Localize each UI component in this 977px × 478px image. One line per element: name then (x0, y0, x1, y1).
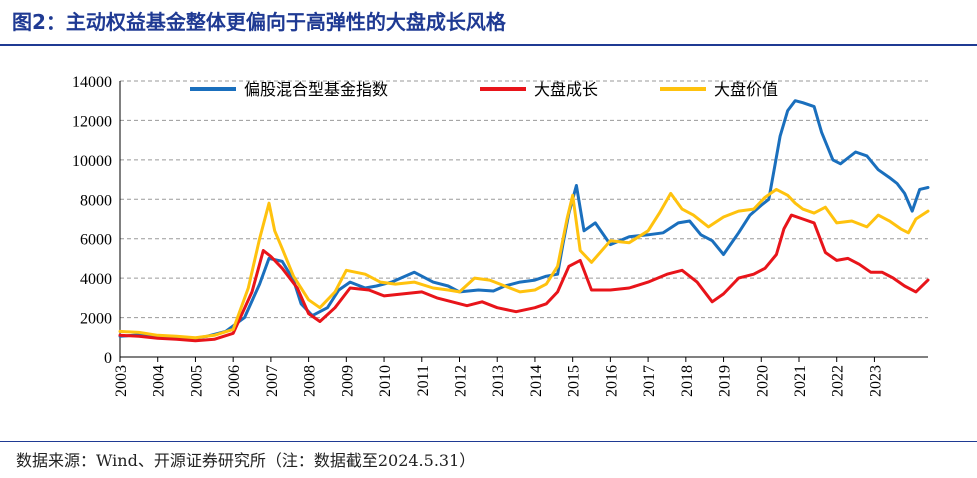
x-tick-label: 2014 (528, 365, 545, 397)
axes: 0 2000 4000 6000 8000 10000 12000 14000 2003 2004… (72, 74, 928, 397)
x-tick-label: 2004 (151, 365, 168, 397)
y-tick-label: 10000 (72, 153, 112, 170)
x-tick-label: 2020 (754, 365, 771, 397)
series-line-2 (118, 213, 930, 343)
series-line-1 (118, 99, 930, 341)
x-tick-label: 2021 (792, 365, 809, 397)
x-tick-label: 2022 (830, 365, 847, 397)
y-tick-label: 0 (104, 350, 112, 367)
y-tick-label: 4000 (80, 271, 112, 288)
legend-label: 大盘成长 (534, 80, 598, 99)
y-tick-label: 2000 (80, 311, 112, 328)
x-tick-label: 2009 (339, 365, 356, 397)
x-tick-label: 2016 (603, 365, 620, 397)
source-note: 数据来源：Wind、开源证券研究所（注：数据截至2024.5.31） (16, 451, 476, 470)
x-tick-label: 2005 (188, 365, 205, 397)
y-tick-label: 12000 (72, 113, 112, 130)
y-tick-label: 14000 (72, 74, 112, 91)
x-tick-label: 2010 (377, 365, 394, 397)
x-tick-label: 2007 (264, 365, 281, 397)
x-tick-label: 2012 (452, 365, 469, 397)
series-line-3 (118, 187, 930, 340)
x-tick-label: 2003 (113, 365, 130, 397)
x-tick-label: 2023 (867, 365, 884, 397)
x-tick-label: 2015 (566, 365, 583, 397)
x-tick-label: 2017 (641, 365, 658, 397)
x-tick-label: 2013 (490, 365, 507, 397)
series-lines (118, 99, 930, 343)
y-tick-label: 8000 (80, 192, 112, 209)
legend-label: 大盘价值 (714, 80, 778, 99)
x-tick-label: 2008 (302, 365, 319, 397)
x-tick-label: 2006 (226, 365, 243, 397)
legend-label: 偏股混合型基金指数 (244, 80, 388, 99)
line-chart: 0 2000 4000 6000 8000 10000 12000 14000 2003 2004… (72, 74, 930, 397)
y-tick-label: 6000 (80, 232, 112, 249)
x-tick-label: 2011 (415, 365, 432, 396)
x-tick-label: 2018 (679, 365, 696, 397)
source-divider (0, 441, 977, 442)
legend: 偏股混合型基金指数 大盘成长 大盘价值 (190, 80, 778, 99)
figure-title: 图2：主动权益基金整体更偏向于高弹性的大盘成长风格 (12, 10, 506, 34)
title-divider (0, 44, 977, 46)
x-tick-label: 2019 (717, 365, 734, 397)
